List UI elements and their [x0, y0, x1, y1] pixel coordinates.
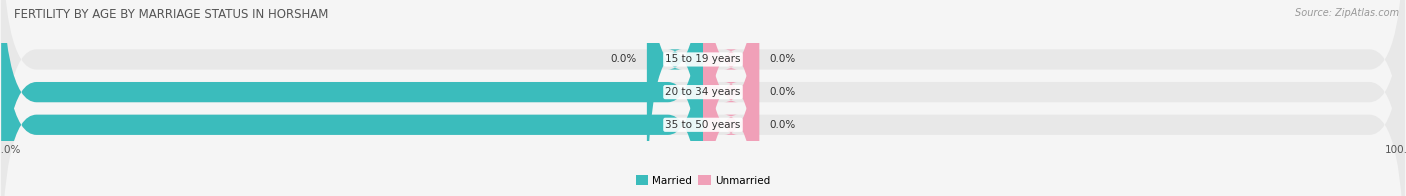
Legend: Married, Unmarried: Married, Unmarried [631, 171, 775, 190]
Text: 35 to 50 years: 35 to 50 years [665, 120, 741, 130]
FancyBboxPatch shape [1, 0, 703, 196]
FancyBboxPatch shape [703, 0, 759, 196]
Text: 20 to 34 years: 20 to 34 years [665, 87, 741, 97]
Text: 0.0%: 0.0% [769, 54, 796, 64]
Text: 0.0%: 0.0% [610, 54, 637, 64]
Text: FERTILITY BY AGE BY MARRIAGE STATUS IN HORSHAM: FERTILITY BY AGE BY MARRIAGE STATUS IN H… [14, 8, 329, 21]
Text: 15 to 19 years: 15 to 19 years [665, 54, 741, 64]
Text: 0.0%: 0.0% [769, 120, 796, 130]
FancyBboxPatch shape [703, 0, 759, 196]
FancyBboxPatch shape [647, 0, 703, 196]
Text: 0.0%: 0.0% [769, 87, 796, 97]
Text: Source: ZipAtlas.com: Source: ZipAtlas.com [1295, 8, 1399, 18]
FancyBboxPatch shape [703, 0, 759, 196]
FancyBboxPatch shape [1, 0, 703, 196]
